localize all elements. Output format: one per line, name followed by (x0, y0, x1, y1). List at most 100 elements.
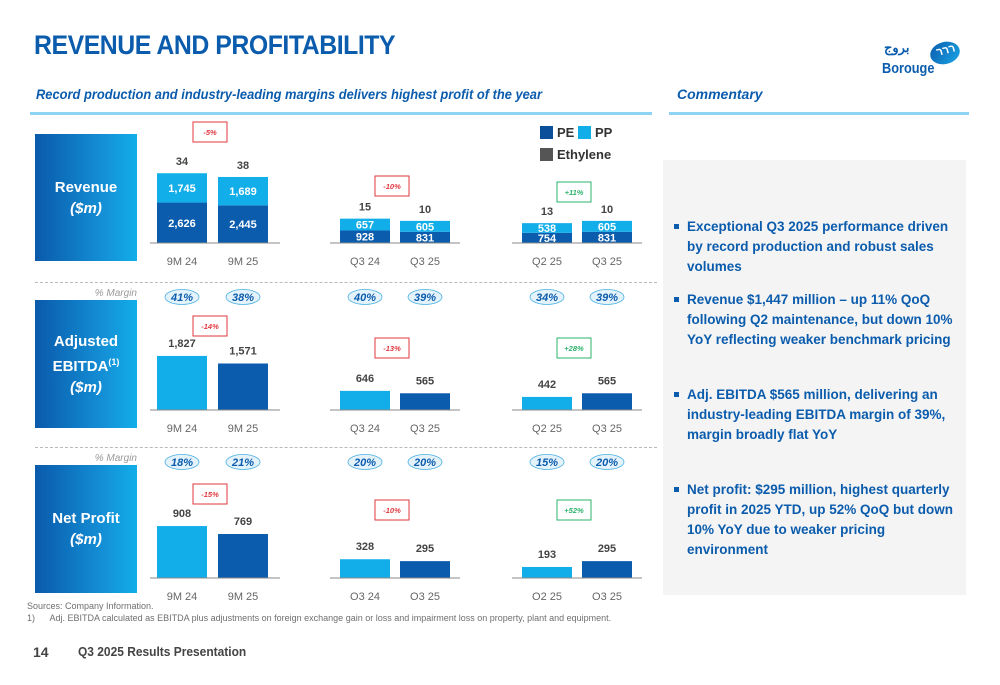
legend-item-pp: PP (578, 125, 612, 140)
x-tick-label: Q3 25 (410, 256, 440, 268)
commentary-bullet: Net profit: $295 million, highest quarte… (674, 480, 962, 560)
ebitda-margin-label: % Margin (94, 288, 137, 299)
bar (582, 561, 632, 578)
margin-pill-label: 39% (414, 292, 436, 304)
margin-pill (225, 454, 261, 470)
bar-value-ethylene: 34 (176, 156, 189, 168)
margin-pill-label: 20% (595, 457, 618, 469)
bar-value-ethylene: 15 (359, 202, 371, 214)
change-badge-label: -5% (203, 128, 217, 137)
ebitda-footnote-marker: (1) (108, 356, 120, 367)
bar-segment-pe (582, 231, 632, 243)
sources-note: Sources: Company Information. (27, 601, 154, 611)
change-badge-positive (556, 337, 592, 359)
bar-segment-pp (218, 176, 268, 206)
bar-value-label: 328 (356, 541, 374, 553)
x-tick-label: 9M 25 (228, 591, 259, 600)
net-profit-label: Net Profit (52, 510, 120, 527)
logo-mark-glyph: ררר (935, 42, 957, 59)
legend-swatch-pe (540, 126, 553, 139)
margin-pill-label: 39% (596, 292, 618, 304)
bar (218, 534, 268, 578)
margin-pill (347, 454, 383, 470)
margin-pill (225, 289, 261, 305)
change-badge-positive (556, 181, 592, 203)
ebitda-label-line2: EBITDA (52, 357, 109, 375)
x-tick-label: Q3 24 (350, 256, 380, 268)
bar-value-ethylene: 10 (601, 204, 613, 216)
change-badge-label: -15% (201, 490, 219, 499)
commentary-bullet: Revenue $1,447 million – up 11% QoQ foll… (674, 290, 962, 350)
change-badge-label: -14% (201, 322, 219, 331)
change-badge-negative (192, 121, 228, 143)
margin-pill-label: 34% (536, 292, 558, 304)
x-tick-label: 9M 24 (167, 591, 198, 600)
margin-pill (407, 454, 443, 470)
change-badge-label: +52% (564, 506, 584, 515)
page-title: REVENUE AND PROFITABILITY (34, 30, 396, 60)
bar-value-pe: 831 (416, 232, 434, 244)
margin-pill-label: 15% (536, 457, 558, 469)
margin-pill (529, 454, 565, 470)
margin-pill (589, 454, 625, 470)
commentary-rule (669, 112, 969, 115)
legend-swatch-ethylene (540, 148, 553, 161)
x-tick-label: Q3 24 (350, 591, 380, 600)
commentary-heading: Commentary (677, 86, 763, 102)
commentary-panel: Exceptional Q3 2025 performance driven b… (663, 160, 966, 595)
change-badge-label: -10% (383, 182, 401, 191)
x-tick-label: Q3 25 (592, 591, 622, 600)
x-tick-label: 9M 25 (228, 256, 259, 268)
borouge-logo: بروج Borouge ררר (882, 38, 963, 88)
margin-pill-label: 20% (413, 457, 436, 469)
x-tick-label: 9M 24 (167, 423, 198, 435)
section-divider (35, 282, 657, 283)
bar (522, 396, 572, 410)
net-profit-section-label: Net Profit ($m) (35, 465, 137, 593)
revenue-section-label: Revenue ($m) (35, 134, 137, 261)
bar-value-pe: 2,626 (168, 218, 196, 230)
margin-pill-label: 40% (353, 292, 376, 304)
x-tick-label: 9M 25 (228, 423, 259, 435)
bar (340, 559, 390, 578)
bar-value-pp: 538 (538, 223, 556, 235)
bar-segment-pp (582, 220, 632, 232)
net-profit-unit: ($m) (70, 531, 102, 548)
bar-value-label: 295 (416, 543, 434, 555)
section-divider (35, 447, 657, 448)
margin-pill-label: 38% (232, 292, 254, 304)
change-badge-label: +28% (564, 344, 584, 353)
x-tick-label: Q2 25 (532, 423, 562, 435)
change-badge-negative (374, 175, 410, 197)
x-tick-label: Q3 25 (592, 256, 622, 268)
bar-segment-pp (157, 173, 207, 203)
bar-value-label: 1,571 (229, 345, 257, 357)
bar-value-pp: 605 (416, 221, 434, 233)
ebitda-unit: ($m) (70, 378, 102, 396)
bar (582, 393, 632, 410)
revenue-unit: ($m) (70, 199, 102, 217)
margin-pill (164, 454, 200, 470)
bar-segment-pe (340, 230, 390, 243)
bar-value-label: 295 (598, 543, 616, 555)
bar-value-ethylene: 38 (237, 160, 249, 172)
legend-item-ethylene: Ethylene (540, 147, 611, 162)
bar-value-label: 565 (598, 375, 616, 387)
bar-value-pe: 928 (356, 232, 374, 244)
bar (340, 390, 390, 410)
bar (157, 526, 207, 578)
bar-value-label: 1,827 (168, 338, 196, 350)
bar-value-label: 908 (173, 508, 191, 520)
logo-arabic-text: بروج (884, 40, 910, 55)
x-tick-label: 9M 24 (167, 256, 198, 268)
bar-value-pe: 754 (538, 233, 557, 245)
margin-pill-label: 18% (171, 457, 193, 469)
financial-charts: 2,6261,745342,4451,689389286571583160510… (150, 121, 642, 600)
page-number: 14 (33, 644, 49, 660)
bar-value-pp: 657 (356, 220, 374, 232)
bar-value-pp: 1,745 (168, 183, 196, 195)
footnote-text: Adj. EBITDA calculated as EBITDA plus ad… (49, 613, 612, 623)
bar-value-ethylene: 13 (541, 206, 553, 218)
change-badge-label: -13% (383, 344, 401, 353)
bar (522, 566, 572, 578)
